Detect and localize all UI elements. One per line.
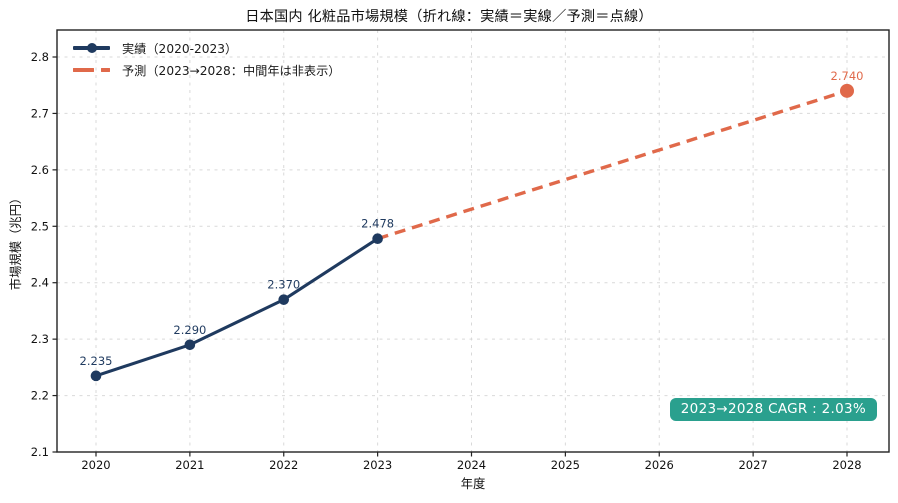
y-tick-label: 2.2 [31, 389, 49, 403]
legend-solid-line-swatch [73, 43, 110, 53]
y-tick-label: 2.7 [31, 106, 49, 120]
chart-title: 日本国内 化粧品市場規模（折れ線：実績＝実線／予測＝点線） [245, 9, 653, 25]
legend-label-forecast: 予測（2023→2028：中間年は非表示） [122, 64, 341, 78]
data-point-label: 2.370 [267, 278, 300, 292]
dash-segment [73, 68, 94, 72]
data-point-marker [840, 83, 854, 98]
y-tick-label: 2.4 [31, 276, 49, 290]
x-tick-label: 2024 [457, 458, 486, 472]
legend-dashed-line-swatch [73, 68, 110, 72]
data-point-label: 2.740 [831, 69, 864, 83]
data-point-label: 2.478 [361, 217, 394, 231]
x-tick-label: 2027 [738, 458, 767, 472]
x-tick-label: 2026 [645, 458, 674, 472]
actual-line [95, 237, 379, 378]
y-tick-label: 2.6 [31, 163, 49, 177]
data-point-label: 2.290 [173, 323, 206, 337]
x-tick-label: 2022 [269, 458, 298, 472]
data-point-label: 2.235 [80, 354, 113, 368]
y-tick-label: 2.1 [31, 445, 49, 459]
y-tick-label: 2.5 [31, 219, 49, 233]
x-tick-label: 2028 [832, 458, 861, 472]
data-point-marker [372, 233, 383, 244]
data-point-marker [278, 294, 290, 305]
plot-frame [56, 29, 890, 453]
x-tick-label: 2021 [175, 458, 204, 472]
data-point-marker [90, 370, 102, 382]
cagr-badge: 2023→2028 CAGR : 2.03% [669, 398, 877, 421]
legend-item-forecast: 予測（2023→2028：中間年は非表示） [73, 59, 341, 81]
x-axis-label: 年度 [460, 477, 486, 491]
y-tick-label: 2.3 [31, 332, 49, 346]
legend: 実績（2020-2023） 予測（2023→2028：中間年は非表示） [73, 37, 341, 81]
data-point-marker [184, 339, 196, 351]
x-tick-label: 2025 [551, 458, 580, 472]
x-tick-label: 2023 [363, 458, 392, 472]
y-tick-label: 2.8 [31, 50, 49, 64]
legend-label-actual: 実績（2020-2023） [122, 42, 238, 56]
forecast-line [377, 89, 848, 241]
y-axis-label: 市場規模（兆円） [9, 191, 23, 291]
x-tick-label: 2020 [81, 458, 110, 472]
dash-segment [101, 68, 110, 72]
legend-marker-dot-icon [86, 43, 97, 53]
legend-item-actual: 実績（2020-2023） [73, 37, 341, 59]
